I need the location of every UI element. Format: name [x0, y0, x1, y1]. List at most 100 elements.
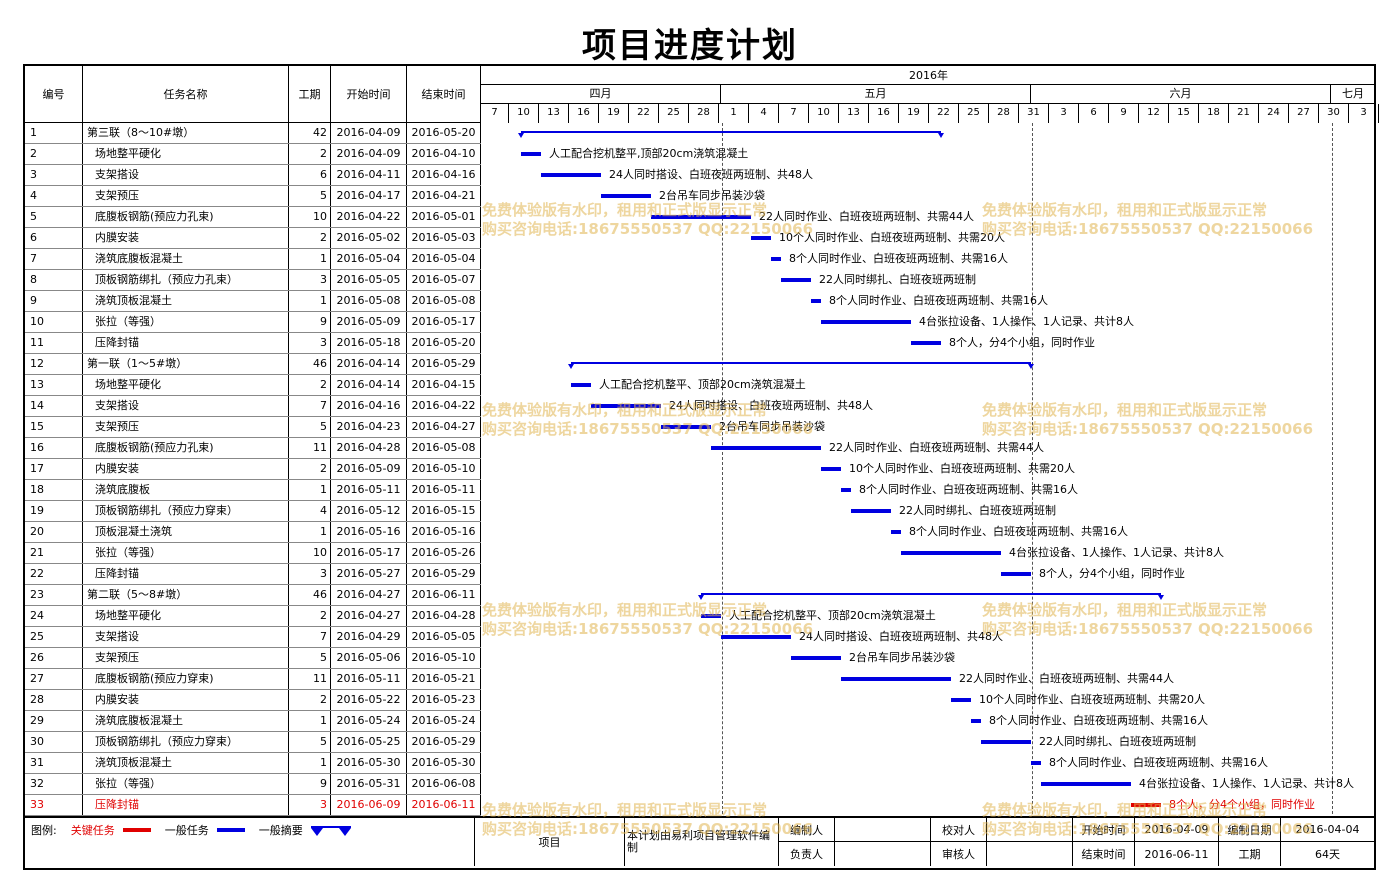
table-row[interactable]: 21 张拉（等强） 10 2016-05-17 2016-05-26 — [25, 543, 481, 564]
task-bar[interactable] — [841, 488, 851, 492]
table-row[interactable]: 7 浇筑底腹板混凝土 1 2016-05-04 2016-05-04 — [25, 249, 481, 270]
table-row[interactable]: 12 第一联（1～5#墩） 46 2016-04-14 2016-05-29 — [25, 354, 481, 375]
table-row[interactable]: 1 第三联（8～10#墩） 42 2016-04-09 2016-05-20 — [25, 123, 481, 144]
task-bar[interactable] — [601, 194, 651, 198]
task-bar[interactable] — [901, 551, 1001, 555]
task-bar[interactable] — [891, 530, 901, 534]
table-row[interactable]: 25 支架搭设 7 2016-04-29 2016-05-05 — [25, 627, 481, 648]
task-bar[interactable] — [771, 257, 781, 261]
task-bar[interactable] — [951, 698, 971, 702]
header-name[interactable]: 任务名称 — [83, 66, 289, 123]
table-row[interactable]: 28 内膜安装 2 2016-05-22 2016-05-23 — [25, 690, 481, 711]
task-end: 2016-04-22 — [407, 396, 481, 416]
table-row[interactable]: 23 第二联（5～8#墩） 46 2016-04-27 2016-06-11 — [25, 585, 481, 606]
table-row[interactable]: 11 压降封锚 3 2016-05-18 2016-05-20 — [25, 333, 481, 354]
table-row[interactable]: 17 内膜安装 2 2016-05-09 2016-05-10 — [25, 459, 481, 480]
table-row[interactable]: 5 底腹板钢筋(预应力孔束) 10 2016-04-22 2016-05-01 — [25, 207, 481, 228]
table-row[interactable]: 16 底腹板钢筋(预应力孔束) 11 2016-04-28 2016-05-08 — [25, 438, 481, 459]
owner-value[interactable] — [835, 842, 931, 866]
task-bar[interactable] — [791, 656, 841, 660]
table-row[interactable]: 3 支架搭设 6 2016-04-11 2016-04-16 — [25, 165, 481, 186]
table-row[interactable]: 13 场地整平硬化 2 2016-04-14 2016-04-15 — [25, 375, 481, 396]
table-row[interactable]: 24 场地整平硬化 2 2016-04-27 2016-04-28 — [25, 606, 481, 627]
summary-cap — [1028, 364, 1034, 369]
checker-value[interactable] — [987, 818, 1073, 842]
task-bar[interactable] — [541, 173, 601, 177]
task-bar[interactable] — [711, 446, 821, 450]
task-end: 2016-05-11 — [407, 480, 481, 500]
task-bar[interactable] — [821, 320, 911, 324]
table-row[interactable]: 14 支架搭设 7 2016-04-16 2016-04-22 — [25, 396, 481, 417]
task-note: 8个人同时作业、白班夜班两班制、共需16人 — [1049, 756, 1268, 769]
task-end: 2016-04-21 — [407, 186, 481, 206]
task-bar[interactable] — [701, 614, 721, 618]
header-start[interactable]: 开始时间 — [331, 66, 407, 123]
task-bar[interactable] — [841, 677, 951, 681]
table-row[interactable]: 19 顶板钢筋绑扎（预应力穿束） 4 2016-05-12 2016-05-15 — [25, 501, 481, 522]
table-row[interactable]: 26 支架预压 5 2016-05-06 2016-05-10 — [25, 648, 481, 669]
table-row[interactable]: 33 压降封锚 3 2016-06-09 2016-06-11 — [25, 795, 481, 816]
table-row[interactable]: 10 张拉（等强） 9 2016-05-09 2016-05-17 — [25, 312, 481, 333]
table-row[interactable]: 2 场地整平硬化 2 2016-04-09 2016-04-10 — [25, 144, 481, 165]
table-row[interactable]: 15 支架预压 5 2016-04-23 2016-04-27 — [25, 417, 481, 438]
table-row[interactable]: 9 浇筑顶板混凝土 1 2016-05-08 2016-05-08 — [25, 291, 481, 312]
task-bar[interactable] — [571, 383, 591, 387]
task-bar[interactable] — [1031, 761, 1041, 765]
table-row[interactable]: 6 内膜安装 2 2016-05-02 2016-05-03 — [25, 228, 481, 249]
summary-bar[interactable] — [521, 131, 941, 133]
task-bar[interactable] — [971, 719, 981, 723]
header-end[interactable]: 结束时间 — [407, 66, 481, 123]
task-id: 3 — [25, 165, 83, 185]
task-bar[interactable] — [821, 467, 841, 471]
task-bar[interactable] — [721, 635, 791, 639]
task-bar[interactable] — [851, 509, 891, 513]
timeline-day: 21 — [1229, 104, 1259, 123]
summary-bar[interactable] — [571, 362, 1031, 364]
header-id[interactable]: 编号 — [25, 66, 83, 123]
task-end: 2016-05-20 — [407, 333, 481, 353]
table-row[interactable]: 20 顶板混凝土浇筑 1 2016-05-16 2016-05-16 — [25, 522, 481, 543]
table-row[interactable]: 29 浇筑底腹板混凝土 1 2016-05-24 2016-05-24 — [25, 711, 481, 732]
table-row[interactable]: 22 压降封锚 3 2016-05-27 2016-05-29 — [25, 564, 481, 585]
task-id: 26 — [25, 648, 83, 668]
task-duration: 11 — [289, 438, 331, 458]
table-row[interactable]: 30 顶板钢筋绑扎（预应力穿束） 5 2016-05-25 2016-05-29 — [25, 732, 481, 753]
reviewer-value[interactable] — [987, 842, 1073, 866]
task-bar[interactable] — [1001, 572, 1031, 576]
task-bar[interactable] — [591, 404, 661, 408]
table-row[interactable]: 31 浇筑顶板混凝土 1 2016-05-30 2016-05-30 — [25, 753, 481, 774]
task-note: 2台吊车同步吊装沙袋 — [849, 651, 955, 664]
table-row[interactable]: 32 张拉（等强） 9 2016-05-31 2016-06-08 — [25, 774, 481, 795]
task-id: 12 — [25, 354, 83, 374]
header-duration[interactable]: 工期 — [289, 66, 331, 123]
table-row[interactable]: 8 顶板钢筋绑扎（预应力孔束） 3 2016-05-05 2016-05-07 — [25, 270, 481, 291]
task-name: 张拉（等强） — [83, 312, 289, 332]
task-start: 2016-04-09 — [331, 144, 407, 164]
task-bar[interactable] — [811, 299, 821, 303]
task-bar[interactable] — [651, 215, 751, 219]
task-end: 2016-05-17 — [407, 312, 481, 332]
task-start: 2016-05-04 — [331, 249, 407, 269]
task-bar[interactable] — [781, 278, 811, 282]
table-row[interactable]: 18 浇筑底腹板 1 2016-05-11 2016-05-11 — [25, 480, 481, 501]
task-note: 10个人同时作业、白班夜班两班制、共需20人 — [779, 231, 1005, 244]
task-bar[interactable] — [521, 152, 541, 156]
task-note: 8个人同时作业、白班夜班两班制、共需16人 — [909, 525, 1128, 538]
editor-value[interactable] — [835, 818, 931, 842]
task-note: 24人同时搭设、白班夜班两班制、共48人 — [669, 399, 873, 412]
task-bar[interactable] — [911, 341, 941, 345]
task-bar[interactable] — [1041, 782, 1131, 786]
task-duration: 2 — [289, 144, 331, 164]
task-id: 28 — [25, 690, 83, 710]
task-duration: 7 — [289, 396, 331, 416]
task-bar[interactable] — [661, 425, 711, 429]
task-bar[interactable] — [981, 740, 1031, 744]
table-row[interactable]: 4 支架预压 5 2016-04-17 2016-04-21 — [25, 186, 481, 207]
task-bar[interactable] — [751, 236, 771, 240]
task-name: 浇筑顶板混凝土 — [83, 753, 289, 773]
task-id: 8 — [25, 270, 83, 290]
summary-bar[interactable] — [701, 593, 1161, 595]
task-id: 5 — [25, 207, 83, 227]
critical-task-bar[interactable] — [1131, 803, 1161, 807]
table-row[interactable]: 27 底腹板钢筋(预应力穿束) 11 2016-05-11 2016-05-21 — [25, 669, 481, 690]
